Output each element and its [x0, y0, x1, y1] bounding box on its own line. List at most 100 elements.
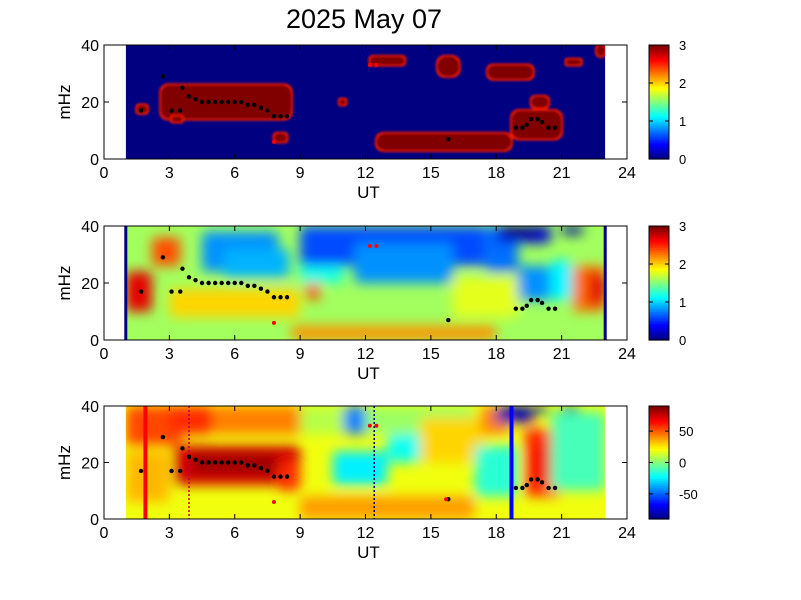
heatmap-region [596, 45, 606, 57]
marker-red [367, 243, 372, 248]
marker-black [252, 102, 257, 108]
marker-black [226, 460, 231, 465]
marker-black [535, 116, 540, 122]
marker-black [278, 295, 283, 300]
x-tick-label: 6 [230, 165, 239, 182]
marker-red [271, 320, 276, 325]
heatmap-region [125, 451, 170, 503]
figure-title: 2025 May 07 [286, 4, 442, 34]
heatmap-region [171, 116, 183, 122]
heatmap-region [550, 260, 573, 301]
marker-black [552, 125, 558, 130]
marker-black [265, 108, 270, 113]
x-tick-label: 24 [618, 165, 636, 182]
marker-black [535, 297, 540, 303]
colorbar: 0 1 2 3 [648, 38, 686, 167]
x-tick-label: 3 [165, 525, 174, 542]
heatmap-region [223, 248, 290, 278]
marker-black [284, 474, 290, 479]
heatmap-region [535, 226, 549, 235]
colorbar-tick-label: 0 [679, 456, 686, 471]
x-tick-label: 3 [165, 165, 174, 182]
y-axis-label: mHz [55, 85, 74, 120]
marker-black [539, 119, 545, 125]
colorbar: 0 1 2 3 [648, 219, 686, 348]
heatmap-region [452, 277, 519, 318]
heatmap-region [437, 56, 460, 77]
marker-black [539, 300, 545, 306]
marker-red [374, 62, 379, 67]
x-tick-label: 18 [487, 346, 505, 363]
heatmap-region [487, 64, 534, 80]
y-tick-label: 20 [81, 456, 99, 473]
marker-black [178, 468, 183, 474]
x-tick-label: 21 [553, 525, 571, 542]
y-tick-label: 0 [90, 512, 99, 529]
marker-black [193, 457, 198, 462]
marker-red [367, 423, 372, 428]
colorbar-tick-label: -50 [679, 487, 698, 502]
heatmap-region [273, 133, 288, 142]
marker-black [193, 277, 198, 283]
heatmap-region [125, 406, 183, 446]
marker-black [212, 460, 218, 465]
marker-black [199, 99, 205, 105]
x-tick-label: 21 [553, 346, 571, 363]
marker-black [199, 280, 205, 286]
colorbar-tick-label: 2 [679, 76, 686, 91]
marker-black [245, 102, 251, 108]
marker-black [232, 280, 237, 286]
marker-black [180, 85, 185, 90]
marker-black [193, 96, 198, 102]
marker-red [271, 500, 276, 505]
marker-black [206, 280, 211, 286]
marker-black [520, 125, 525, 130]
y-tick-label: 20 [81, 95, 99, 112]
y-axis-label: mHz [55, 266, 74, 301]
x-tick-label: 15 [422, 525, 440, 542]
x-axis-label: UT [357, 543, 380, 562]
colorbar-frame [648, 225, 670, 341]
x-tick-label: 21 [553, 165, 571, 182]
marker-black [258, 286, 264, 291]
marker-black [546, 125, 551, 130]
marker-black [178, 289, 183, 294]
marker-black [212, 280, 218, 286]
marker-black [212, 99, 218, 105]
marker-black [546, 485, 551, 491]
x-tick-label: 0 [100, 525, 109, 542]
marker-black [528, 477, 534, 482]
marker-black [271, 474, 277, 479]
marker-black [199, 460, 205, 465]
heatmap-region [511, 110, 562, 140]
heatmap-region [169, 288, 301, 318]
marker-black [528, 297, 534, 303]
heatmap-region [531, 96, 549, 108]
marker-black [186, 94, 192, 99]
marker-black [528, 116, 534, 122]
marker-black [278, 474, 283, 479]
marker-black [278, 114, 283, 119]
x-tick-label: 12 [357, 525, 375, 542]
heatmap-region [306, 283, 320, 301]
marker-black [284, 114, 290, 119]
marker-black [169, 468, 174, 474]
marker-black [239, 280, 244, 286]
marker-black [513, 306, 519, 311]
marker-black [219, 280, 224, 286]
y-tick-label: 40 [81, 38, 99, 55]
marker-black [169, 289, 174, 294]
x-tick-label: 24 [618, 525, 636, 542]
marker-black [252, 463, 257, 468]
marker-black [160, 74, 166, 79]
marker-black [169, 108, 174, 113]
marker-red [374, 423, 379, 428]
x-tick-label: 9 [296, 165, 305, 182]
colorbar: 50 0 -50 [648, 405, 698, 520]
x-tick-label: 15 [422, 346, 440, 363]
y-tick-label: 0 [90, 333, 99, 350]
heatmap-region [291, 325, 497, 340]
marker-black [138, 468, 144, 474]
heatmap-region [376, 133, 512, 151]
